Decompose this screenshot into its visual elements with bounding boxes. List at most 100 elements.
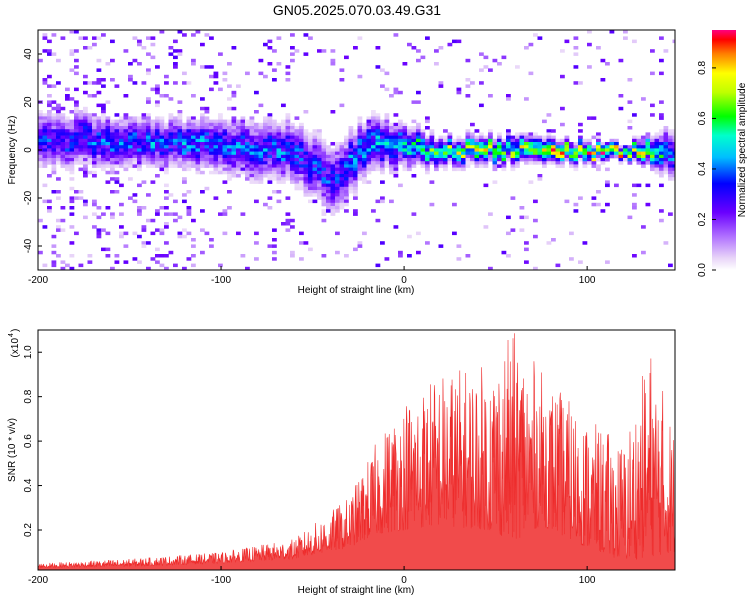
heatmap-cell (96, 78, 102, 82)
heatmap-cell (416, 100, 421, 104)
heatmap-cell (456, 257, 462, 261)
heatmap-cell (330, 183, 336, 188)
heatmap-cell (245, 161, 250, 165)
heatmap-cell (290, 33, 295, 37)
heatmap-cell (488, 132, 493, 136)
heatmap-cell (353, 186, 358, 191)
heatmap-cell (546, 151, 552, 156)
heatmap-cell (398, 154, 403, 159)
spectrogram-x-tick-label: -100 (211, 275, 231, 286)
heatmap-cell (177, 49, 183, 53)
heatmap-cell (308, 164, 313, 168)
heatmap-cell (434, 151, 439, 156)
heatmap-cell (488, 145, 493, 149)
heatmap-cell (650, 164, 655, 168)
heatmap-cell (506, 145, 511, 149)
heatmap-cell (110, 190, 115, 194)
heatmap-cell (258, 145, 264, 149)
heatmap-cell (299, 148, 304, 152)
heatmap-cell (249, 132, 255, 136)
heatmap-cell (483, 55, 489, 60)
heatmap-cell (411, 46, 417, 50)
heatmap-cell (276, 180, 282, 184)
snr-y-tick-label: 0.4 (23, 478, 34, 492)
heatmap-cell (555, 263, 561, 268)
heatmap-cell (308, 174, 313, 178)
heatmap-cell (83, 170, 88, 175)
heatmap-cell (159, 135, 165, 140)
heatmap-cell (267, 158, 273, 162)
heatmap-cell (614, 151, 619, 156)
heatmap-cell (380, 180, 385, 184)
heatmap-cell (281, 222, 286, 226)
heatmap-cell (362, 170, 367, 175)
heatmap-cell (353, 247, 358, 252)
heatmap-cell (42, 158, 48, 162)
heatmap-cell (659, 174, 664, 178)
heatmap-cell (56, 132, 61, 136)
heatmap-cell (186, 151, 192, 156)
heatmap-cell (285, 222, 291, 226)
heatmap-cell (69, 119, 75, 124)
heatmap-cell (492, 161, 498, 165)
heatmap-cell (83, 119, 88, 124)
heatmap-cell (650, 151, 655, 156)
heatmap-cell (119, 148, 124, 152)
heatmap-cell (578, 138, 583, 143)
heatmap-cell (564, 199, 570, 204)
heatmap-cell (582, 151, 588, 156)
heatmap-cell (222, 167, 228, 172)
heatmap-cell (654, 148, 660, 152)
heatmap-cell (348, 190, 354, 194)
heatmap-cell (186, 154, 192, 159)
heatmap-cell (308, 161, 313, 165)
heatmap-cell (182, 234, 187, 239)
heatmap-cell (281, 161, 286, 165)
heatmap-cell (654, 154, 660, 159)
heatmap-cell (456, 87, 462, 92)
heatmap-cell (60, 129, 66, 133)
heatmap-cell (258, 170, 264, 175)
heatmap-cell (182, 135, 187, 140)
heatmap-cell (231, 161, 237, 165)
heatmap-cell (389, 167, 394, 172)
heatmap-cell (47, 129, 52, 133)
heatmap-cell (249, 170, 255, 175)
heatmap-cell (92, 225, 97, 229)
heatmap-cell (542, 158, 547, 162)
heatmap-cell (69, 164, 75, 168)
heatmap-cell (641, 97, 646, 101)
heatmap-cell (407, 167, 412, 172)
heatmap-cell (317, 132, 322, 136)
heatmap-cell (42, 148, 48, 152)
heatmap-cell (321, 196, 327, 200)
heatmap-cell (366, 138, 372, 143)
heatmap-cell (209, 138, 214, 143)
heatmap-cell (425, 119, 430, 124)
heatmap-cell (393, 126, 399, 130)
heatmap-cell (263, 129, 268, 133)
heatmap-cell (272, 154, 277, 159)
heatmap-cell (357, 148, 363, 152)
heatmap-cell (213, 132, 219, 136)
heatmap-cell (141, 119, 147, 124)
heatmap-cell (510, 151, 516, 156)
heatmap-cell (542, 142, 547, 146)
heatmap-cell (443, 129, 448, 133)
heatmap-cell (263, 132, 268, 136)
heatmap-cell (146, 241, 151, 245)
heatmap-cell (582, 142, 588, 146)
heatmap-cell (326, 161, 331, 165)
heatmap-cell (128, 161, 133, 165)
heatmap-cell (479, 145, 484, 149)
heatmap-cell (582, 148, 588, 152)
heatmap-cell (74, 113, 79, 117)
heatmap-cell (272, 164, 277, 168)
heatmap-cell (87, 126, 93, 130)
heatmap-cell (650, 135, 655, 140)
heatmap-cell (330, 49, 336, 53)
heatmap-cell (249, 122, 255, 127)
heatmap-cell (546, 142, 552, 146)
snr-y-tick-label: 0.6 (23, 434, 34, 448)
heatmap-cell (294, 138, 300, 143)
